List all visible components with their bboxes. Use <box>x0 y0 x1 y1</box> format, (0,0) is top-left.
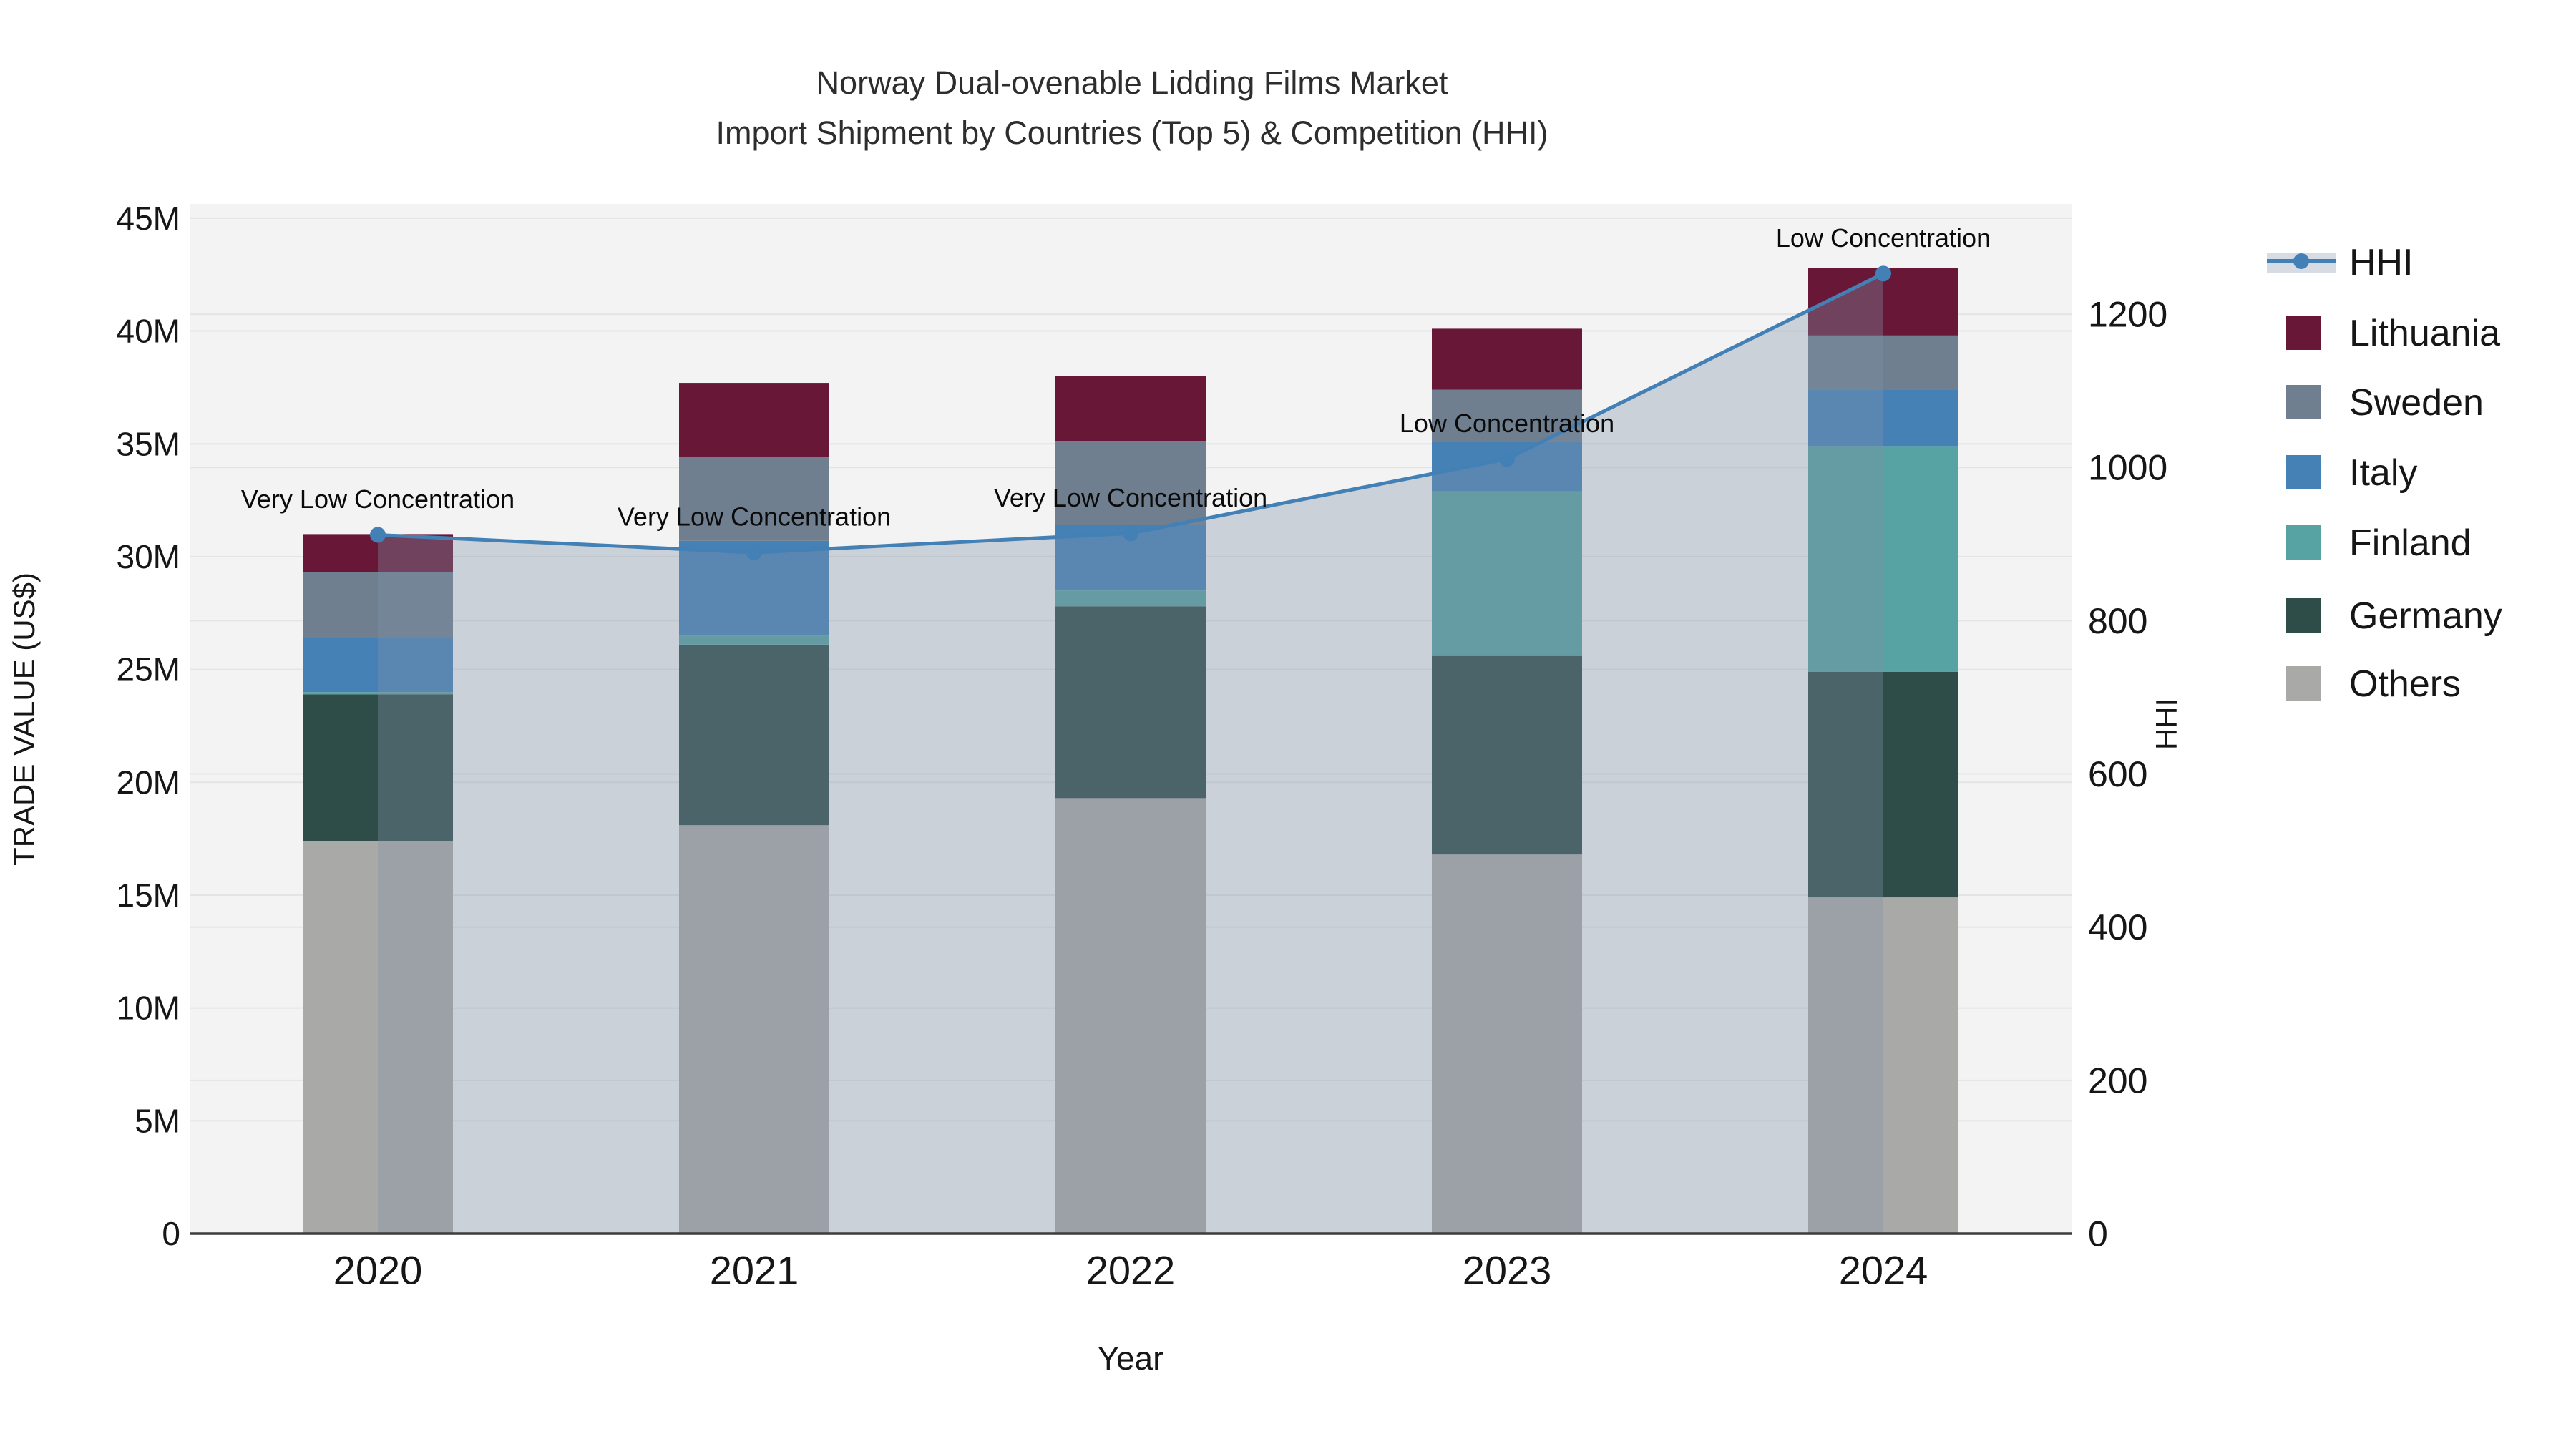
annotation-2020: Very Low Concentration <box>241 484 514 514</box>
hhi-area <box>378 273 1883 1234</box>
y-axis-tick-40M: 40M <box>117 313 180 350</box>
legend-swatch-lithuania <box>2286 316 2321 350</box>
y-axis-tick-20M: 20M <box>117 763 180 801</box>
legend-label-lithuania: Lithuania <box>2349 313 2500 354</box>
bar-segment-2022-sweden[interactable] <box>1055 441 1206 525</box>
legend-swatch-germany <box>2286 598 2321 633</box>
y-axis-tick-5M: 5M <box>135 1102 180 1139</box>
legend-swatch-italy <box>2286 455 2321 489</box>
y-axis-tick-45M: 45M <box>117 200 180 237</box>
bar-segment-2024-italy[interactable] <box>1808 389 1958 447</box>
y-axis-tick-0: 0 <box>162 1215 180 1252</box>
hhi-legend-marker-icon <box>2293 253 2309 269</box>
right-axis-title: HHI <box>2150 698 2183 750</box>
right-axis-tick-1000: 1000 <box>2088 448 2167 488</box>
x-axis-tick-2020: 2020 <box>333 1248 423 1293</box>
bar-segment-2023-lithuania[interactable] <box>1432 328 1582 390</box>
right-axis-tick-800: 800 <box>2088 601 2147 641</box>
x-axis-tick-2022: 2022 <box>1086 1248 1176 1293</box>
y-axis-title: TRADE VALUE (US$) <box>7 572 41 866</box>
legend-item-germany[interactable]: Germany <box>2286 595 2502 637</box>
bar-segment-2024-sweden[interactable] <box>1808 335 1958 390</box>
y-axis-tick-30M: 30M <box>117 538 180 575</box>
stacked-bars <box>303 268 1958 1234</box>
chart-title-line2: Import Shipment by Countries (Top 5) & C… <box>716 114 1548 151</box>
hhi-area-fill <box>378 273 1883 1234</box>
bar-segment-2023-germany[interactable] <box>1432 655 1582 855</box>
right-axis-tick-0: 0 <box>2088 1214 2108 1254</box>
annotation-2021: Very Low Concentration <box>618 502 891 532</box>
x-axis-tick-2021: 2021 <box>710 1248 799 1293</box>
legend-label-sweden: Sweden <box>2349 382 2484 424</box>
legend-swatch-finland <box>2286 525 2321 560</box>
bar-segment-2022-lithuania[interactable] <box>1055 376 1206 442</box>
chart-title-line1: Norway Dual-ovenable Lidding Films Marke… <box>816 64 1448 101</box>
x-axis-title: Year <box>1098 1340 1164 1377</box>
bar-segment-2022-others[interactable] <box>1055 798 1206 1234</box>
legend-label-others: Others <box>2349 663 2461 705</box>
bar-segment-2020-sweden[interactable] <box>303 572 453 638</box>
bar-segment-2021-lithuania[interactable] <box>679 383 829 458</box>
x-axis-tick-2024: 2024 <box>1839 1248 1928 1293</box>
bar-segment-2021-others[interactable] <box>679 825 829 1234</box>
legend-item-italy[interactable]: Italy <box>2286 452 2417 494</box>
legend-label-germany: Germany <box>2349 595 2502 637</box>
bar-segment-2020-italy[interactable] <box>303 638 453 693</box>
right-axis-tick-400: 400 <box>2088 907 2147 947</box>
bar-segment-2020-others[interactable] <box>303 841 453 1234</box>
bar-segment-2021-sweden[interactable] <box>679 457 829 541</box>
right-axis-tick-200: 200 <box>2088 1060 2147 1101</box>
legend-label-italy: Italy <box>2349 452 2417 494</box>
right-axis-tick-1200: 1200 <box>2088 295 2167 335</box>
legend-swatch-sweden <box>2286 385 2321 419</box>
bar-segment-2024-germany[interactable] <box>1808 671 1958 898</box>
legend-item-hhi[interactable]: HHI <box>2267 242 2414 283</box>
axis-tick-labels: 0 5M 10M 15M 20M 25M 30M 35M 40M 45M 0 200 400 600 800… <box>117 200 2168 1293</box>
legend-swatch-others <box>2286 666 2321 701</box>
annotations: Very Low Concentration Very Low Concentra… <box>241 223 1991 532</box>
legend-item-lithuania[interactable]: Lithuania <box>2286 313 2500 354</box>
bar-segment-2020-finland[interactable] <box>303 692 453 695</box>
annotation-2022: Very Low Concentration <box>994 483 1267 512</box>
bar-segment-2022-finland[interactable] <box>1055 590 1206 607</box>
hhi-line <box>370 265 1891 561</box>
y-axis-tick-25M: 25M <box>117 651 180 688</box>
legend-label-finland: Finland <box>2349 522 2472 564</box>
bar-segment-2024-others[interactable] <box>1808 897 1958 1234</box>
hhi-point-2022[interactable] <box>1123 525 1138 542</box>
bar-segment-2021-germany[interactable] <box>679 644 829 826</box>
legend-item-others[interactable]: Others <box>2286 663 2461 705</box>
hhi-point-2020[interactable] <box>370 527 386 543</box>
annotation-2024: Low Concentration <box>1776 223 1991 253</box>
hhi-point-2024[interactable] <box>1875 265 1891 282</box>
bar-segment-2022-germany[interactable] <box>1055 606 1206 799</box>
y-axis-tick-10M: 10M <box>117 990 180 1027</box>
annotation-2023: Low Concentration <box>1400 409 1614 438</box>
right-axis-tick-600: 600 <box>2088 754 2147 794</box>
bar-segment-2023-others[interactable] <box>1432 854 1582 1234</box>
hhi-point-2023[interactable] <box>1499 451 1515 467</box>
bar-segment-2020-germany[interactable] <box>303 694 453 841</box>
y-axis-tick-15M: 15M <box>117 877 180 914</box>
x-axis-tick-2023: 2023 <box>1463 1248 1552 1293</box>
y-axis-tick-35M: 35M <box>117 425 180 462</box>
legend-label-hhi: HHI <box>2349 242 2414 283</box>
hhi-point-2021[interactable] <box>746 545 762 561</box>
legend-item-finland[interactable]: Finland <box>2286 522 2472 564</box>
legend-item-sweden[interactable]: Sweden <box>2286 382 2484 424</box>
bar-segment-2021-finland[interactable] <box>679 635 829 645</box>
bar-segment-2023-finland[interactable] <box>1432 491 1582 656</box>
bar-segment-2024-finland[interactable] <box>1808 446 1958 672</box>
legend: HHI Lithuania Sweden Italy Finland Germany Oth… <box>2267 242 2502 705</box>
